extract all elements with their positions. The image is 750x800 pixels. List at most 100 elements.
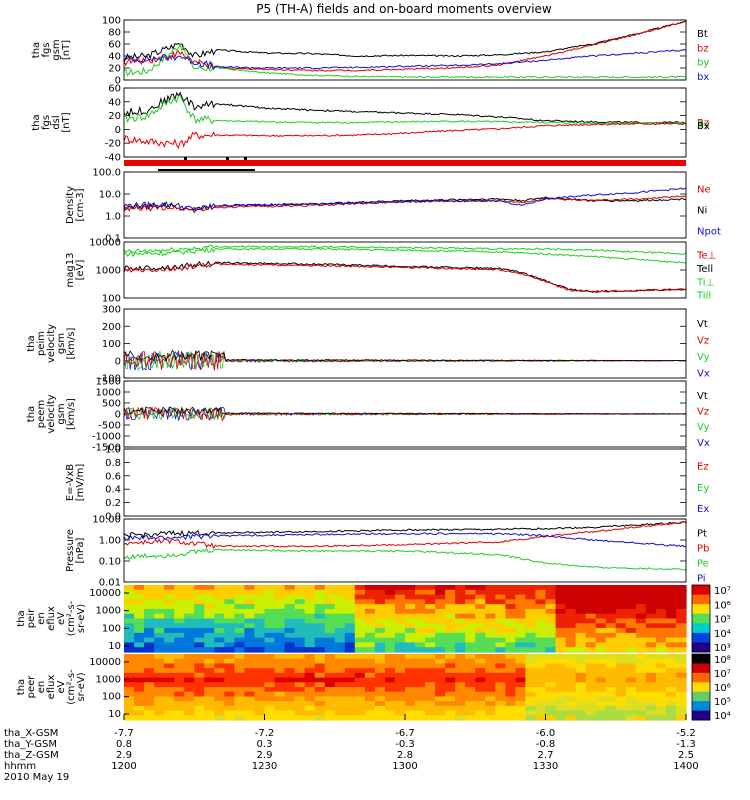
heatmap-cell: [545, 668, 557, 674]
legend-entry: Bx: [697, 121, 710, 132]
heatmap-cell: [555, 599, 567, 605]
heatmap-cell: [194, 691, 205, 698]
heatmap-cell: [284, 710, 296, 716]
heatmap-cell: [134, 696, 145, 702]
heatmap-cell: [354, 608, 366, 615]
heatmap-cell: [565, 705, 577, 712]
heatmap-cell: [415, 696, 426, 702]
heatmap-cell: [164, 668, 175, 674]
x-row-value: 2.9: [116, 750, 132, 761]
heatmap-cell: [585, 677, 597, 683]
heatmap-cell: [154, 628, 165, 634]
y-tick-label: 1.00: [99, 536, 121, 547]
colorbar-segment: [692, 642, 710, 653]
heatmap-cell: [214, 696, 225, 702]
heatmap-cell: [635, 632, 647, 639]
heatmap-cell: [354, 705, 366, 712]
heatmap-cell: [595, 608, 607, 615]
heatmap-cell: [625, 687, 637, 693]
heatmap-cell: [294, 705, 306, 712]
heatmap-cell: [625, 585, 637, 591]
heatmap-cell: [485, 701, 496, 707]
heatmap-cell: [645, 589, 657, 596]
y-axis-label: sr-eV): [76, 604, 87, 633]
heatmap-cell: [525, 705, 537, 712]
heatmap-cell: [475, 637, 486, 644]
heatmap-cell: [154, 701, 165, 707]
heatmap-cell: [505, 637, 516, 644]
status-tick: [184, 157, 187, 160]
colorbar-segment: [692, 594, 710, 605]
heatmap-cell: [645, 691, 657, 698]
heatmap-cell: [455, 696, 466, 702]
heatmap-cell: [354, 710, 366, 716]
heatmap-cell: [154, 658, 165, 665]
legend-entry: Pb: [697, 543, 709, 554]
heatmap-cell: [635, 637, 647, 644]
heatmap-cell: [645, 585, 657, 591]
heatmap-cell: [384, 658, 396, 665]
heatmap-cell: [284, 599, 296, 605]
heatmap-cell: [294, 608, 306, 615]
heatmap-cell: [124, 589, 135, 596]
heatmap-cell: [555, 585, 567, 591]
heatmap-cell: [425, 594, 436, 600]
heatmap-cell: [405, 654, 416, 660]
heatmap-cell: [645, 608, 657, 615]
heatmap-cell: [595, 663, 607, 669]
heatmap-cell: [635, 642, 647, 648]
heatmap-cell: [284, 691, 296, 698]
y-tick-label: 10000: [89, 238, 121, 249]
heatmap-cell: [274, 599, 286, 605]
heatmap-cell: [134, 658, 145, 665]
heatmap-cell: [575, 585, 587, 591]
heatmap-cell: [435, 599, 446, 605]
y-axis-label: gsm: [56, 403, 67, 424]
y-axis-label: sr-eV): [76, 672, 87, 701]
heatmap-cell: [485, 705, 496, 712]
y-tick-label: -1500: [92, 443, 121, 454]
heatmap-cell: [415, 642, 426, 648]
y-axis-label: (cm²-s-: [66, 669, 77, 705]
heatmap-cell: [435, 663, 446, 669]
heatmap-cell: [455, 691, 466, 698]
heatmap-cell: [144, 604, 155, 610]
heatmap-cell: [405, 628, 416, 634]
heatmap-cell: [324, 654, 336, 660]
heatmap-cell: [485, 647, 496, 653]
heatmap-cell: [184, 682, 195, 688]
heatmap-cell: [525, 672, 537, 679]
heatmap-cell: [364, 654, 376, 660]
heatmap-cell: [525, 647, 537, 653]
heatmap-cell: [435, 715, 446, 721]
heatmap-cell: [545, 589, 557, 596]
heatmap-cell: [515, 663, 527, 669]
heatmap-cell: [284, 715, 296, 721]
heatmap-cell: [334, 677, 346, 683]
heatmap-cell: [204, 677, 215, 683]
heatmap-cell: [575, 663, 587, 669]
heatmap-cell: [324, 658, 336, 665]
heatmap-cell: [374, 687, 386, 693]
heatmap-cell: [164, 663, 175, 669]
heatmap-cell: [194, 608, 205, 615]
heatmap-cell: [495, 663, 506, 669]
heatmap-cell: [314, 715, 326, 721]
heatmap-cell: [224, 658, 235, 665]
heatmap-cell: [334, 642, 346, 648]
heatmap-cell: [605, 668, 617, 674]
heatmap-cell: [244, 691, 256, 698]
heatmap-cell: [174, 618, 185, 624]
heatmap-cell: [455, 632, 466, 639]
heatmap-cell: [294, 613, 306, 620]
heatmap-cell: [394, 623, 406, 629]
heatmap-cell: [505, 608, 516, 615]
heatmap-cell: [364, 623, 376, 629]
heatmap-cell: [394, 647, 406, 653]
heatmap-cell: [274, 691, 286, 698]
heatmap-cell: [495, 672, 506, 679]
heatmap-cell: [525, 696, 537, 702]
heatmap-cell: [184, 654, 195, 660]
heatmap-cell: [134, 710, 145, 716]
heatmap-cell: [194, 623, 205, 629]
